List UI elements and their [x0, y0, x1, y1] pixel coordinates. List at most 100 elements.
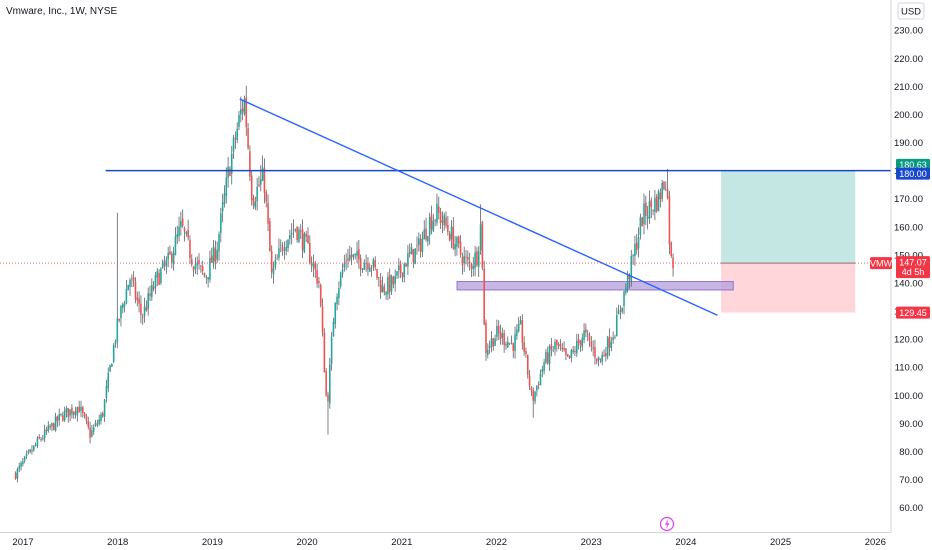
candle	[207, 277, 209, 288]
candle	[36, 436, 39, 449]
candle	[205, 275, 208, 284]
candle	[163, 255, 166, 271]
candle	[614, 334, 616, 340]
candle	[14, 471, 17, 480]
candle	[663, 180, 665, 191]
candle	[595, 358, 598, 365]
candle	[597, 356, 600, 367]
candle	[621, 307, 624, 314]
price-tick-label: 220.00	[894, 54, 923, 65]
stop-price-tag	[896, 306, 930, 319]
last-price-tag	[896, 256, 930, 279]
candle	[608, 328, 611, 356]
candle	[594, 339, 596, 365]
currency-label: USD	[901, 7, 921, 18]
candle	[214, 240, 217, 270]
candle	[506, 336, 509, 349]
candle	[610, 336, 613, 352]
candle	[481, 220, 484, 271]
candle	[94, 419, 97, 427]
currency-button[interactable]	[897, 2, 925, 20]
candle	[189, 235, 191, 264]
time-axis[interactable]: 2017 2018 2019 2020 2021 2022 2023 2024 2025 2026	[12, 537, 885, 548]
candle	[259, 165, 262, 192]
trendline[interactable]	[239, 98, 718, 316]
support-zone-rect[interactable]	[456, 281, 734, 291]
candle	[156, 268, 159, 287]
candle	[570, 348, 573, 363]
candle	[427, 235, 429, 247]
support-zone[interactable]	[456, 281, 734, 291]
position-tool[interactable]	[721, 170, 856, 313]
candle	[456, 235, 458, 256]
candle	[525, 347, 527, 358]
candle	[82, 405, 84, 418]
price-tick-label: 200.00	[894, 110, 923, 121]
candle	[292, 219, 295, 238]
candle	[417, 232, 420, 252]
candle	[388, 268, 391, 299]
candle	[615, 307, 618, 337]
tradingview-logo-icon	[659, 516, 675, 532]
candle	[258, 176, 260, 188]
target-box[interactable]	[721, 170, 856, 264]
candle	[109, 364, 111, 373]
candle	[45, 426, 48, 435]
candle	[390, 274, 393, 295]
candle	[312, 254, 315, 278]
candle	[479, 204, 482, 255]
candle	[477, 246, 480, 278]
candle	[510, 335, 513, 345]
candle	[514, 326, 516, 359]
candle	[276, 254, 278, 260]
candle	[49, 423, 51, 430]
candle	[92, 424, 95, 435]
candle	[254, 196, 257, 210]
candle	[296, 225, 298, 243]
candle	[305, 231, 307, 243]
candle	[423, 220, 426, 240]
candle	[187, 219, 189, 241]
candle	[287, 238, 289, 252]
candle	[637, 227, 640, 258]
candle	[517, 316, 520, 333]
stop-box[interactable]	[721, 263, 856, 313]
candle	[654, 190, 656, 221]
candle	[210, 247, 213, 263]
candle	[270, 245, 273, 279]
candle	[334, 302, 337, 329]
drawings[interactable]	[0, 98, 891, 316]
candle	[103, 398, 106, 422]
candle	[541, 365, 544, 378]
candle	[657, 189, 660, 212]
candle	[47, 421, 50, 433]
candle	[212, 239, 215, 269]
candle	[18, 462, 21, 473]
candle	[232, 134, 235, 159]
price-tick-label: 230.00	[894, 26, 923, 37]
candle	[372, 257, 375, 271]
candle	[67, 408, 70, 423]
candle	[105, 379, 108, 403]
candle	[385, 290, 387, 300]
candle	[98, 414, 100, 427]
candle	[496, 319, 498, 342]
candle	[185, 231, 188, 237]
candle	[16, 467, 19, 483]
candle	[350, 247, 353, 266]
candle	[80, 400, 82, 418]
candle	[23, 455, 26, 464]
candle	[141, 313, 144, 325]
candle	[592, 340, 594, 357]
candle	[27, 449, 30, 455]
candle	[392, 275, 395, 289]
candle	[25, 450, 28, 460]
candle	[461, 252, 464, 275]
candle	[661, 179, 663, 202]
candle	[216, 241, 219, 263]
candle	[309, 235, 311, 265]
candle	[267, 194, 269, 232]
candle	[588, 332, 591, 347]
candle	[612, 331, 614, 344]
